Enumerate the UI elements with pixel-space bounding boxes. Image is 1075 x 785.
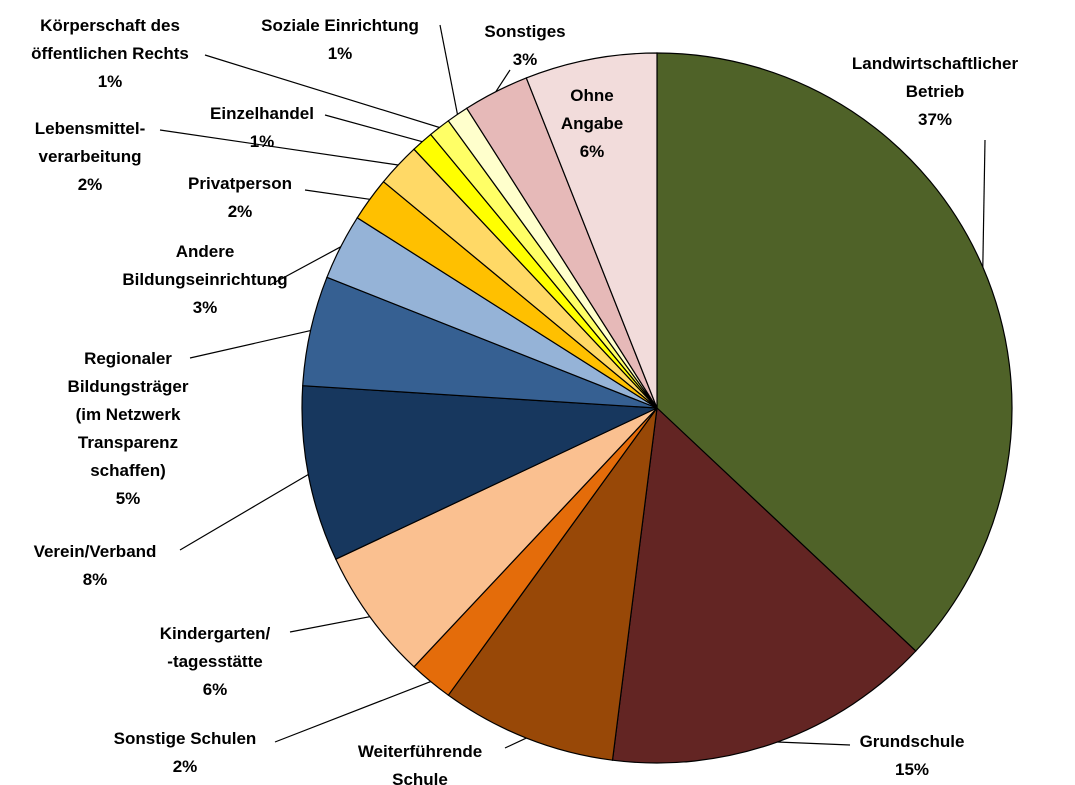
- slice-label: Soziale Einrichtung: [261, 16, 419, 35]
- slice-value-label: 2%: [77, 175, 103, 194]
- slice-label: Sonstige Schulen: [113, 729, 257, 748]
- slice-value-label: 15%: [894, 760, 930, 779]
- slice-value-label: 3%: [192, 298, 218, 317]
- leader-line: [495, 69, 511, 93]
- slice-label: Grundschule: [859, 732, 965, 751]
- slice-label: Privatperson: [188, 174, 292, 193]
- pie-slice: [334, 407, 658, 668]
- leader-line: [204, 54, 440, 129]
- leader-line: [179, 474, 309, 551]
- slice-label: Landwirtschaftlicher Betrieb: [851, 54, 1019, 101]
- slice-value-label: 1%: [327, 44, 353, 63]
- slice-value-label: 37%: [917, 110, 953, 129]
- leader-line: [504, 737, 527, 749]
- slice-label: Andere Bildungseinrichtung: [122, 242, 288, 289]
- leader-line: [304, 189, 370, 200]
- leader-line: [324, 114, 423, 143]
- slice-value-label: 6%: [579, 142, 605, 161]
- slice-value-label: 1%: [97, 72, 123, 91]
- leader-line: [269, 246, 341, 286]
- leader-line: [274, 680, 431, 743]
- leader-line: [982, 139, 986, 268]
- slice-value-label: 1%: [249, 132, 275, 151]
- leader-line: [159, 129, 399, 166]
- slice-label: Weiterführende Schule: [357, 742, 483, 785]
- slice-label: Verein/Verband: [33, 542, 157, 561]
- slice-label: Ohne Angabe: [560, 86, 624, 133]
- slice-label: Einzelhandel: [210, 104, 314, 123]
- slice-value-label: 8%: [82, 570, 108, 589]
- slice-label: Kindergarten/ -tagesstätte: [159, 624, 271, 671]
- leader-line: [289, 616, 370, 633]
- slice-value-label: 6%: [202, 680, 228, 699]
- slice-value-label: 2%: [227, 202, 253, 221]
- leader-line: [777, 741, 851, 746]
- slice-label: Regionaler Bildungsträger (im Netzwerk T…: [67, 349, 189, 480]
- slice-label: Lebensmittel- verarbeitung: [34, 119, 146, 166]
- slice-value-label: 3%: [512, 50, 538, 69]
- pie-slice: [525, 52, 658, 409]
- leader-line: [189, 329, 311, 359]
- slice-value-label: 2%: [172, 757, 198, 776]
- slice-label: Sonstiges: [484, 22, 566, 41]
- slice-value-label: 5%: [115, 489, 141, 508]
- leader-line: [439, 24, 459, 115]
- slice-label: Körperschaft des öffentlichen Rechts: [31, 16, 189, 63]
- pie-slice: [656, 52, 1013, 652]
